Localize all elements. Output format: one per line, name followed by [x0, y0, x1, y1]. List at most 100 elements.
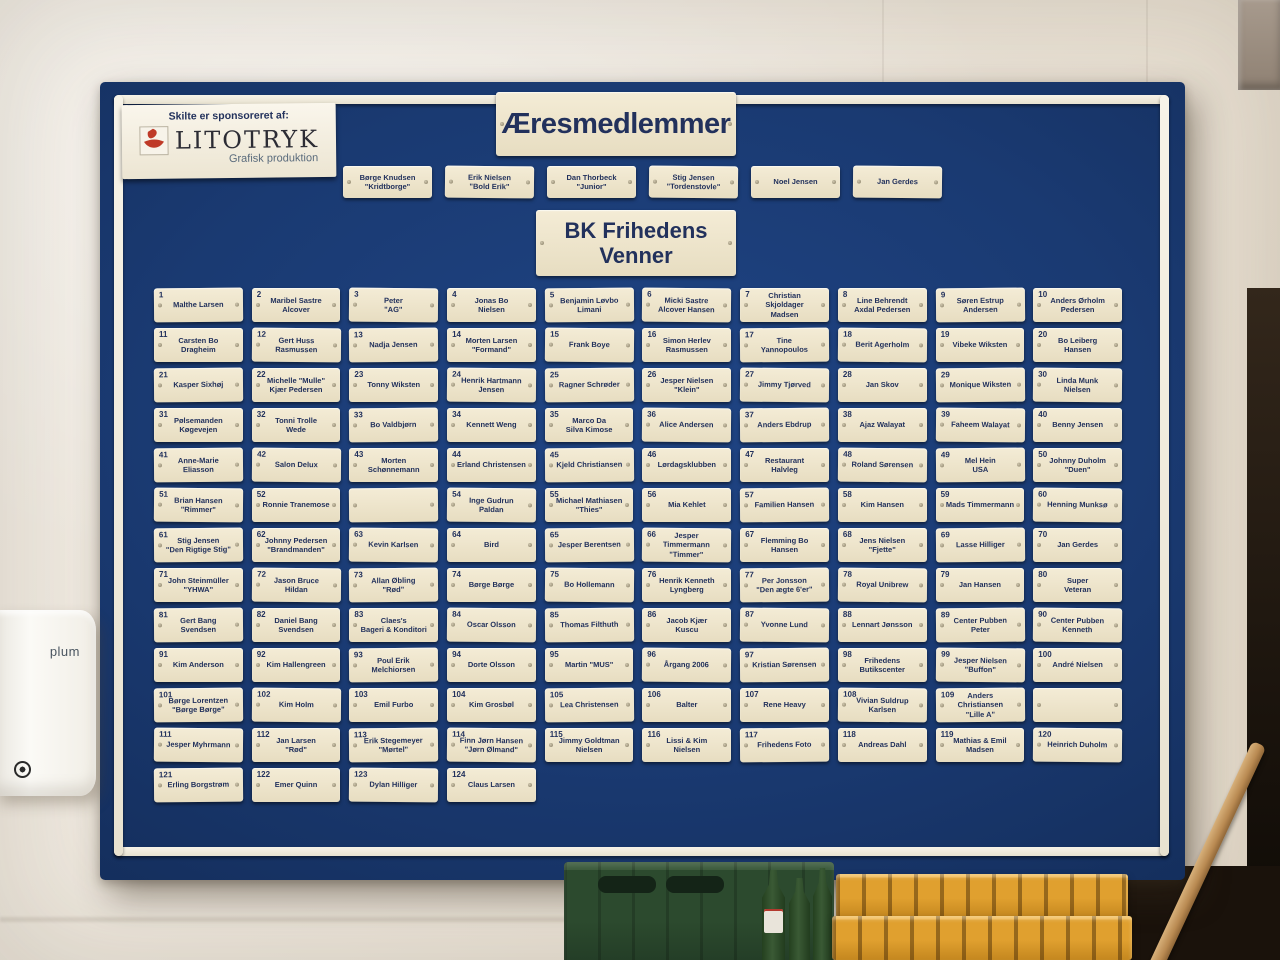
member-number: 24	[452, 369, 462, 379]
member-plate: 88 Lennart Jønsson	[837, 608, 927, 642]
member-name: Simon Herlev Rasmussen	[662, 335, 711, 354]
member-number: 77	[745, 570, 755, 580]
member-plate: 87 Yvonne Lund	[740, 607, 830, 643]
bottle-label	[763, 908, 784, 933]
member-plate: 15 Frank Boye	[544, 327, 634, 363]
member-name: John Steinmüller "YHWA"	[167, 575, 229, 594]
member-plate: 97 Kristian Sørensen	[740, 647, 830, 683]
member-plate: 10 Anders Ørholm Pedersen	[1033, 288, 1122, 322]
member-number: 45	[549, 450, 559, 460]
member-number: 11	[159, 330, 168, 339]
member-plate: 28 Jan Skov	[837, 368, 927, 402]
member-number: 71	[159, 570, 168, 579]
member-plate: 75 Bo Hollemann	[544, 567, 634, 603]
member-number: 103	[354, 690, 368, 699]
member-plate: 22 Michelle "Mulle" Kjær Pedersen	[251, 368, 341, 402]
title-plate: Æresmedlemmer	[496, 92, 736, 156]
plum-brand-label: plum	[49, 644, 80, 659]
member-plate	[1033, 688, 1122, 722]
member-name: Jens Nielsen "Fjette"	[859, 535, 906, 554]
member-plate: 98 Frihedens Butikscenter	[837, 648, 927, 682]
member-plate: 38 Ajaz Walayat	[837, 408, 927, 442]
member-plate: 83 Claes's Bageri & Konditori	[349, 608, 439, 642]
member-name: Malthe Larsen	[173, 300, 224, 310]
member-plate: 29 Monique Wiksten	[935, 367, 1025, 403]
member-plate: 12 Gert Huss Rasmussen	[251, 327, 341, 363]
member-plate: 48 Roland Sørensen	[837, 447, 927, 483]
member-name: Bo Leiberg Hansen	[1058, 335, 1098, 354]
member-number: 65	[549, 530, 559, 540]
member-number: 78	[842, 569, 852, 579]
member-plate: 109 Anders Christiansen "Lille A"	[935, 687, 1025, 723]
member-plate: 102 Kim Holm	[251, 687, 341, 723]
member-name: Vibeke Wiksten	[952, 340, 1008, 350]
member-plate: 56 Mia Kehlet	[642, 488, 732, 522]
member-number: 47	[745, 450, 755, 459]
member-name: Maribel Sastre Alcover	[270, 295, 322, 314]
member-number: 123	[354, 769, 368, 779]
member-plate: 82 Daniel Bang Svendsen	[251, 608, 341, 642]
member-plate: 2 Maribel Sastre Alcover	[251, 288, 341, 322]
member-number: 90	[1038, 609, 1048, 619]
member-plate: 1 Malthe Larsen	[153, 287, 243, 323]
member-name: Morten Larsen "Formand"	[465, 335, 518, 354]
board-frame-left	[114, 95, 123, 856]
member-plate: 108 Vivian Suldrup Karlsen	[837, 687, 927, 723]
member-plate: 55 Michael Mathiasen "Thies"	[544, 488, 634, 522]
member-number: 79	[940, 570, 950, 579]
honorary-name: Børge Knudsen "Kridtborge"	[359, 172, 416, 191]
member-number: 48	[842, 449, 852, 459]
member-plate: 77 Per Jonsson "Den ægte 6'er"	[740, 567, 830, 603]
member-name: Jimmy Goldtman Nielsen	[558, 735, 620, 754]
member-plate: 118 Andreas Dahl	[837, 728, 927, 762]
bottle	[762, 870, 785, 960]
member-plate: 32 Tonni Trolle Wede	[251, 408, 341, 442]
bottle	[789, 878, 810, 960]
member-name: Marco Da Silva Kimose	[565, 415, 613, 434]
member-number: 28	[842, 370, 852, 379]
wall-seam	[1146, 0, 1148, 88]
member-number: 12	[256, 329, 266, 339]
member-number: 41	[158, 450, 168, 460]
member-plate	[349, 487, 439, 523]
member-number: 1	[158, 290, 164, 300]
member-number: 44	[452, 450, 461, 459]
member-name: Børge Børge	[468, 580, 515, 590]
member-number: 111	[159, 729, 172, 739]
yellow-crate-bottom	[832, 916, 1132, 960]
member-plate: 61 Stig Jensen "Den Rigtige Stig"	[153, 527, 243, 563]
member-number: 76	[647, 570, 657, 579]
member-plate: 116 Lissi & Kim Nielsen	[642, 728, 732, 762]
member-number: 104	[452, 690, 466, 699]
member-plate: 31 Pølsemanden Køgevejen	[154, 408, 243, 442]
member-name: Emil Furbo	[374, 700, 414, 710]
member-number: 55	[549, 490, 559, 499]
member-name: Lørdagsklubben	[657, 460, 716, 470]
honorary-name: Dan Thorbeck "Junior"	[566, 172, 617, 191]
member-number: 32	[256, 410, 266, 419]
member-number: 106	[647, 690, 661, 699]
member-plate: 13 Nadja Jensen	[349, 327, 439, 363]
member-number: 124	[452, 770, 466, 779]
member-number: 43	[354, 450, 364, 459]
member-number: 72	[256, 569, 266, 579]
member-name: Micki Sastre Alcover Hansen	[658, 295, 716, 315]
member-plate: 81 Gert Bang Svendsen	[153, 607, 243, 643]
member-plate: 78 Royal Unibrew	[837, 567, 927, 603]
member-name: Mads Timmermann	[945, 500, 1015, 510]
member-number: 56	[647, 490, 657, 499]
member-plate: 124 Claus Larsen	[447, 768, 536, 802]
member-plate: 117 Frihedens Foto	[740, 727, 830, 763]
member-name: Dorte Olsson	[467, 660, 515, 670]
member-plate: 44 Erland Christensen	[447, 448, 536, 482]
member-number: 29	[940, 370, 950, 380]
member-plate: 24 Henrik Hartmann Jensen	[446, 367, 536, 403]
soap-dispenser: plum	[0, 610, 96, 796]
member-plate: 62 Johnny Pedersen "Brandmanden"	[251, 528, 341, 562]
member-plate: 114 Finn Jørn Hansen "Jørn Ølmand"	[446, 727, 536, 763]
member-plate: 93 Poul Erik Melchiorsen	[349, 647, 439, 683]
member-name: Flemming Bo Hansen	[760, 535, 809, 554]
member-plate: 86 Jacob Kjær Kuscu	[642, 608, 732, 642]
member-name: Balter	[676, 700, 698, 710]
member-plate: 67 Flemming Bo Hansen	[740, 528, 829, 562]
